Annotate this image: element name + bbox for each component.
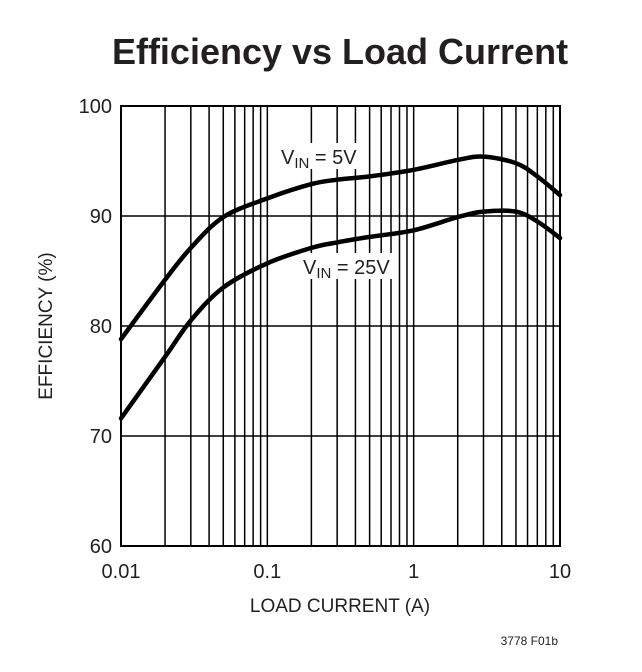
x-tick-label: 0.1 [253,561,281,583]
label-background [302,253,396,279]
x-axis-label: LOAD CURRENT (A) [250,596,430,617]
x-tick-label: 0.01 [102,561,141,583]
chart-title: Efficiency vs Load Current [112,31,568,72]
label-5v: VIN = 5V [278,143,362,172]
y-tick-label: 100 [79,96,112,118]
x-tick-label: 10 [549,561,571,583]
y-tick-label: 80 [90,316,112,338]
label-background [278,143,362,169]
figure-footnote: 3778 F01b [501,634,559,648]
series-label-25v: VIN = 25V [303,257,390,282]
series-label-5v: VIN = 5V [281,147,357,172]
series-lines [118,154,563,421]
tick-labels: 60 70 80 90 100 0.01 0.1 1 10 [79,96,572,583]
series-line-25v [118,208,563,421]
plot-frame [120,105,561,547]
y-tick-label: 70 [90,426,112,448]
x-tick-label: 1 [408,561,419,583]
label-25v: VIN = 25V [302,253,396,282]
series-line-5v [118,154,563,342]
y-axis-label: EFFICIENCY (%) [36,252,57,399]
y-tick-label: 60 [90,536,112,558]
y-tick-label: 90 [90,206,112,228]
